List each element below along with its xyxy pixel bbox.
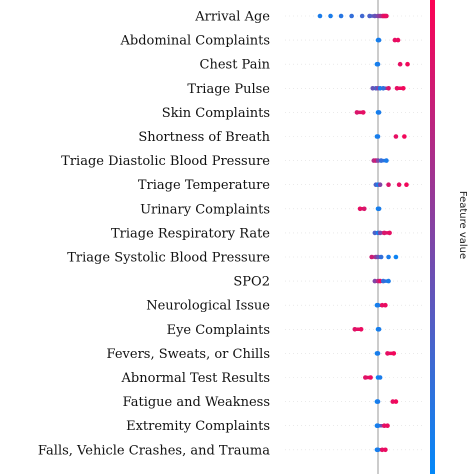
- shap-point: [390, 399, 396, 404]
- shap-point: [384, 158, 389, 163]
- shap-point: [349, 13, 354, 19]
- shap-point: [375, 399, 381, 404]
- shap-point: [394, 86, 400, 91]
- shap-point: [384, 13, 389, 19]
- shap-point: [376, 206, 382, 212]
- shap-point: [317, 13, 323, 19]
- feature-label: Extremity Complaints: [126, 419, 270, 434]
- feature-label: Triage Diastolic Blood Pressure: [61, 154, 270, 169]
- shap-point: [375, 134, 381, 139]
- shap-point: [383, 302, 388, 308]
- feature-label: SPO2: [233, 275, 270, 290]
- feature-label: Fevers, Sweats, or Chills: [107, 347, 270, 362]
- colorbar: [430, 0, 435, 474]
- shap-point: [405, 61, 410, 67]
- shap-point: [372, 278, 378, 284]
- shap-point: [375, 254, 381, 260]
- shap-point: [377, 86, 383, 91]
- shap-point: [382, 423, 387, 429]
- shap-point: [379, 447, 385, 453]
- shap-point: [358, 327, 364, 332]
- feature-label: Shortness of Breath: [138, 130, 270, 145]
- shap-point: [382, 230, 387, 236]
- feature-label: Neurological Issue: [146, 299, 270, 314]
- shap-point: [386, 278, 391, 284]
- shap-point: [376, 327, 382, 332]
- feature-label: Chest Pain: [200, 58, 271, 73]
- shap-point: [359, 13, 365, 19]
- shap-point: [375, 423, 381, 429]
- shap-point: [385, 351, 390, 356]
- feature-label: Falls, Vehicle Crashes, and Trauma: [38, 443, 270, 458]
- shap-point: [387, 230, 392, 236]
- feature-label: Triage Respiratory Rate: [111, 226, 270, 241]
- shap-point: [377, 375, 383, 380]
- shap-point: [328, 13, 333, 19]
- shap-point: [368, 375, 373, 380]
- colorbar-label: Feature value: [457, 191, 468, 259]
- feature-label: Fatigue and Weakness: [123, 395, 270, 410]
- shap-point: [352, 327, 358, 332]
- shap-point: [385, 423, 390, 429]
- shap-point: [360, 110, 366, 115]
- shap-point: [383, 447, 388, 453]
- shap-point: [386, 182, 391, 187]
- shap-point: [369, 254, 374, 260]
- shap-point: [367, 13, 372, 19]
- feature-label: Triage Pulse: [187, 82, 270, 97]
- shap-point: [401, 86, 406, 91]
- shap-point: [386, 86, 391, 91]
- shap-point: [361, 206, 367, 212]
- shap-point: [354, 110, 360, 115]
- shap-point: [396, 182, 402, 187]
- shap-point: [380, 86, 386, 91]
- shap-point: [357, 206, 363, 212]
- shap-point: [363, 375, 368, 380]
- shap-point: [404, 182, 409, 187]
- shap-point: [370, 86, 376, 91]
- shap-point: [392, 37, 398, 43]
- shap-point: [393, 134, 399, 139]
- shap-point: [379, 302, 385, 308]
- shap-point: [395, 37, 401, 43]
- feature-label: Eye Complaints: [167, 323, 270, 338]
- feature-label: Triage Temperature: [138, 178, 270, 193]
- shap-point: [378, 254, 384, 260]
- shap-point: [372, 230, 378, 236]
- shap-point: [380, 278, 386, 284]
- feature-label: Urinary Complaints: [140, 202, 270, 217]
- shap-point: [377, 278, 383, 284]
- shap-point: [391, 351, 397, 356]
- feature-label: Abnormal Test Results: [121, 371, 270, 386]
- shap-point: [375, 302, 381, 308]
- shap-point: [375, 158, 381, 163]
- shap-point: [375, 61, 381, 67]
- shap-point: [377, 230, 383, 236]
- shap-point: [372, 13, 378, 19]
- shap-point: [375, 351, 381, 356]
- shap-point: [393, 254, 399, 260]
- shap-point: [402, 134, 407, 139]
- feature-label: Arrival Age: [194, 10, 270, 25]
- shap-point: [378, 158, 384, 163]
- shap-point: [338, 13, 344, 19]
- feature-label: Skin Complaints: [162, 106, 270, 121]
- shap-point: [376, 37, 382, 43]
- shap-point: [375, 447, 381, 453]
- feature-label: Triage Systolic Blood Pressure: [67, 251, 270, 266]
- shap-point: [386, 254, 391, 260]
- shap-point: [377, 182, 383, 187]
- shap-point: [397, 61, 403, 67]
- feature-label: Abdominal Complaints: [119, 34, 270, 49]
- shap-point: [376, 110, 382, 115]
- shap-point: [393, 399, 399, 404]
